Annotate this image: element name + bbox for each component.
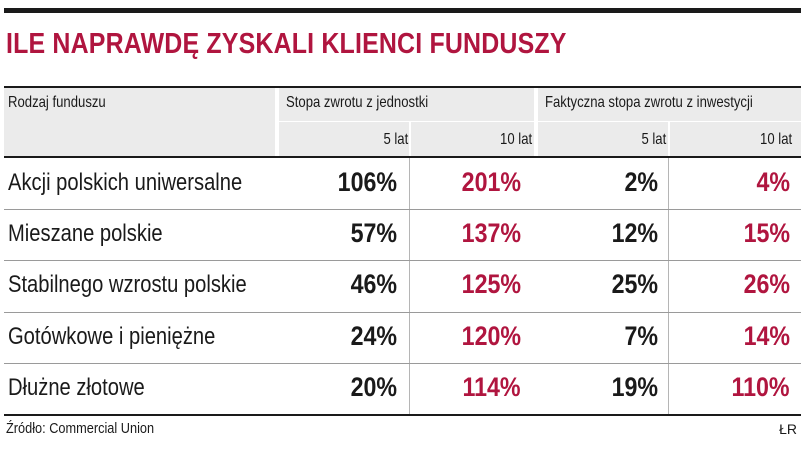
cell-value-actual-5y: 7% — [624, 320, 658, 351]
cell-value-unit-10y: 137% — [461, 218, 521, 249]
cell-value-unit-10y: 120% — [461, 320, 521, 351]
cell-value-actual-10y: 4% — [756, 167, 790, 197]
cell-value-unit-10y: 201% — [461, 167, 521, 197]
header-bottom-line — [4, 156, 801, 158]
header-sub-separator — [668, 122, 670, 156]
group-header-unit-return: Stopa zwrotu z jednostki — [286, 94, 429, 111]
cell-value-unit-10y: 114% — [462, 371, 521, 402]
column-gap — [277, 158, 281, 414]
cell-value-actual-5y: 19% — [611, 371, 658, 402]
row-divider — [4, 362, 801, 364]
cell-value-unit-10y: 125% — [461, 269, 521, 300]
cell-value-actual-10y: 15% — [743, 218, 790, 249]
header-bg-category — [4, 86, 275, 156]
header-subdivider — [538, 121, 801, 122]
cell-value-unit-5y: 46% — [350, 269, 397, 300]
chart-title: ILE NAPRAWDĘ ZYSKALI KLIENCI FUNDUSZY — [6, 28, 567, 60]
column-divider — [409, 158, 410, 414]
header-sub-separator — [409, 122, 411, 156]
row-category-label: Mieszane polskie — [8, 220, 163, 248]
subheader-actual-10y: 10 lat — [759, 131, 792, 148]
cell-value-unit-5y: 106% — [337, 167, 397, 197]
subheader-actual-5y: 5 lat — [641, 131, 666, 148]
cell-value-actual-5y: 12% — [611, 218, 658, 249]
row-category-label: Stabilnego wzrostu polskie — [8, 271, 247, 299]
cell-value-unit-5y: 57% — [350, 218, 397, 249]
cell-value-actual-10y: 110% — [731, 371, 790, 402]
cell-value-actual-10y: 14% — [743, 320, 790, 351]
subheader-unit-10y: 10 lat — [499, 131, 532, 148]
row-category-label: Akcji polskich uniwersalne — [8, 169, 243, 196]
column-divider — [668, 158, 669, 414]
row-divider — [4, 209, 801, 211]
top-rule — [4, 8, 801, 13]
table-bottom-line — [4, 414, 801, 416]
subheader-unit-5y: 5 lat — [383, 131, 408, 148]
cell-value-actual-5y: 25% — [611, 269, 658, 300]
cell-value-actual-5y: 2% — [624, 167, 658, 197]
row-category-label: Gotówkowe i pieniężne — [8, 322, 216, 350]
cell-value-unit-5y: 24% — [350, 320, 397, 351]
cell-value-unit-5y: 20% — [350, 371, 397, 402]
row-category-label: Dłużne złotowe — [8, 373, 145, 401]
row-header-label: Rodzaj funduszu — [8, 94, 106, 111]
row-divider — [4, 260, 801, 262]
source-note: Źródło: Commercial Union — [6, 420, 155, 437]
row-divider — [4, 311, 801, 313]
author-credit: ŁR — [779, 421, 797, 437]
header-top-line — [4, 86, 801, 88]
group-header-actual-return: Faktyczna stopa zwrotu z inwestycji — [545, 94, 753, 111]
cell-value-actual-10y: 26% — [743, 269, 790, 300]
header-subdivider — [279, 121, 534, 122]
column-gap — [536, 158, 540, 414]
